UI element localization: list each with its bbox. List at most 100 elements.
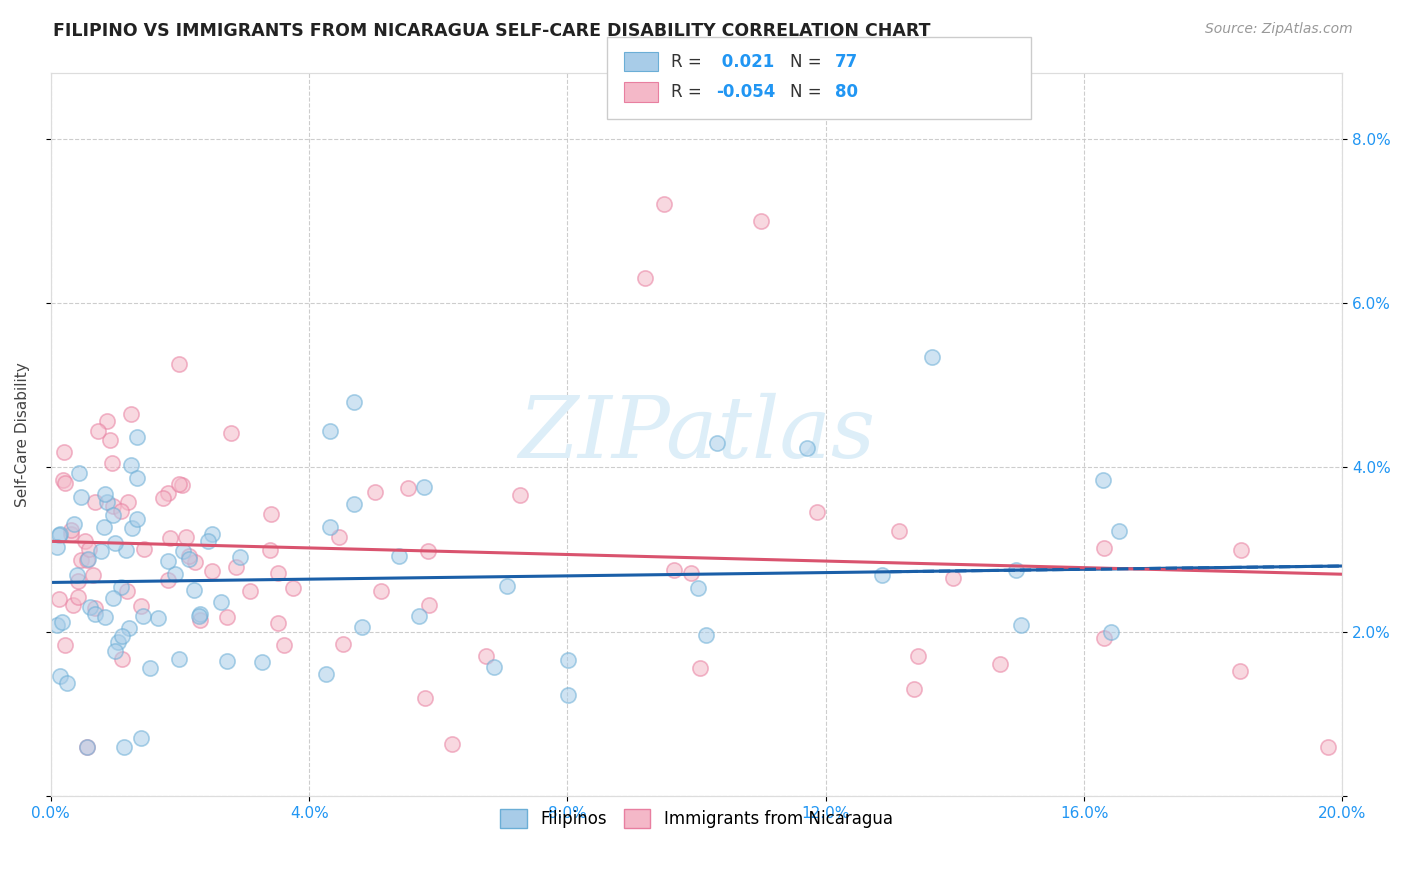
Point xyxy=(125,471,148,485)
Text: 77: 77 xyxy=(835,53,859,70)
Point xyxy=(177,549,200,564)
Point xyxy=(76,553,98,567)
Point xyxy=(93,610,115,624)
Text: Source: ZipAtlas.com: Source: ZipAtlas.com xyxy=(1205,22,1353,37)
Point xyxy=(259,543,281,558)
Point xyxy=(125,512,148,526)
Point xyxy=(112,739,135,754)
Point xyxy=(49,669,72,683)
Point xyxy=(557,688,579,702)
Point xyxy=(63,516,86,531)
Point xyxy=(201,527,224,541)
Point xyxy=(418,598,440,612)
Point xyxy=(1092,631,1115,645)
Point xyxy=(315,667,337,681)
Point xyxy=(266,616,288,631)
Text: -0.054: -0.054 xyxy=(716,83,775,101)
Point xyxy=(495,579,517,593)
Point xyxy=(319,519,342,533)
Point xyxy=(1004,564,1026,578)
Point xyxy=(370,583,392,598)
Point xyxy=(695,627,717,641)
Point xyxy=(169,652,191,666)
Point xyxy=(664,563,686,577)
Point xyxy=(219,426,242,441)
Point xyxy=(388,549,411,564)
Point xyxy=(82,568,104,582)
Point xyxy=(343,394,366,409)
Point xyxy=(988,657,1011,672)
Point xyxy=(176,530,198,544)
Point xyxy=(53,476,76,491)
Point xyxy=(83,601,105,615)
Point xyxy=(46,618,69,632)
Point xyxy=(132,541,155,556)
Point xyxy=(183,582,205,597)
Point xyxy=(70,490,93,504)
Point xyxy=(60,524,83,538)
Point xyxy=(46,540,69,554)
Point xyxy=(201,564,224,578)
Point xyxy=(167,476,190,491)
Point xyxy=(509,488,531,502)
Point xyxy=(706,435,728,450)
Point xyxy=(806,505,828,519)
Point xyxy=(79,599,101,614)
Point xyxy=(239,583,262,598)
Text: ZIPatlas: ZIPatlas xyxy=(517,393,875,475)
Text: 80: 80 xyxy=(835,83,858,101)
Point xyxy=(188,607,211,622)
Point xyxy=(138,661,160,675)
Point xyxy=(1091,473,1114,487)
Text: R =: R = xyxy=(671,83,707,101)
Point xyxy=(96,495,118,509)
Point xyxy=(418,544,440,558)
Point xyxy=(101,456,124,470)
Point xyxy=(689,661,711,675)
Point xyxy=(364,484,387,499)
Point xyxy=(127,430,149,444)
Point xyxy=(110,503,132,517)
Point xyxy=(60,527,83,541)
Point xyxy=(132,608,155,623)
Point xyxy=(129,599,152,613)
Text: FILIPINO VS IMMIGRANTS FROM NICARAGUA SELF-CARE DISABILITY CORRELATION CHART: FILIPINO VS IMMIGRANTS FROM NICARAGUA SE… xyxy=(53,22,931,40)
Point xyxy=(252,655,274,669)
Point xyxy=(159,531,181,545)
Text: R =: R = xyxy=(671,53,707,70)
Point xyxy=(165,567,187,582)
Point xyxy=(77,552,100,566)
Point xyxy=(413,691,436,706)
Point xyxy=(557,653,579,667)
Point xyxy=(217,609,239,624)
Point xyxy=(152,491,174,506)
Point xyxy=(101,500,124,514)
Point xyxy=(187,608,209,623)
Point xyxy=(408,609,430,624)
Point xyxy=(118,621,141,635)
Point xyxy=(117,495,139,509)
Point xyxy=(686,581,709,595)
Point xyxy=(111,652,134,666)
Point xyxy=(94,486,117,500)
Point xyxy=(749,214,772,228)
Point xyxy=(167,357,190,371)
Point xyxy=(260,507,283,521)
Point xyxy=(104,644,127,658)
Point xyxy=(1230,542,1253,557)
Point xyxy=(273,638,295,652)
Point xyxy=(318,425,340,439)
Point xyxy=(267,566,290,580)
Point xyxy=(115,583,138,598)
Point xyxy=(79,542,101,557)
Point xyxy=(146,611,169,625)
Point xyxy=(55,638,77,652)
Point xyxy=(441,737,464,751)
Point xyxy=(76,739,98,754)
Point xyxy=(48,526,70,541)
Point xyxy=(101,508,124,522)
Point xyxy=(170,478,193,492)
Point xyxy=(942,571,965,585)
Point xyxy=(872,567,894,582)
Point xyxy=(184,556,207,570)
